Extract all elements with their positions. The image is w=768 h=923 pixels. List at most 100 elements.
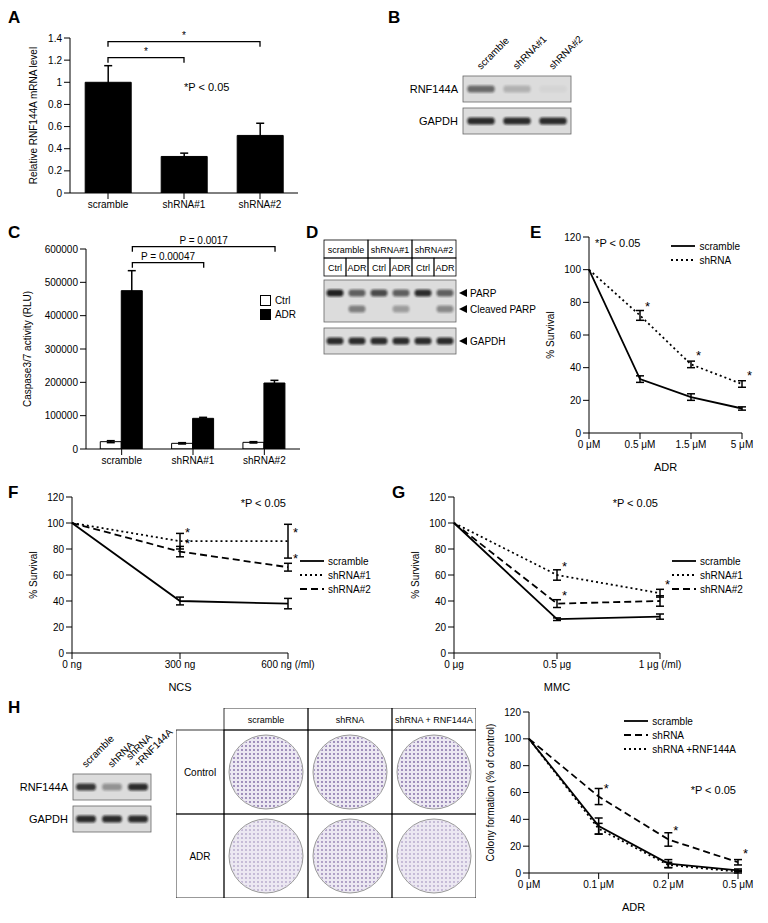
svg-text:0: 0 <box>56 188 62 199</box>
svg-text:GAPDH: GAPDH <box>29 813 68 825</box>
svg-text:ADR: ADR <box>189 851 210 862</box>
svg-text:300 ng: 300 ng <box>165 659 196 670</box>
svg-text:*: * <box>293 551 298 566</box>
svg-text:100: 100 <box>47 518 64 529</box>
svg-text:PARP: PARP <box>470 288 497 299</box>
svg-text:*: * <box>604 781 609 796</box>
svg-text:*: * <box>185 536 190 551</box>
svg-text:scramble: scramble <box>475 35 512 72</box>
svg-text:0.5 μg: 0.5 μg <box>543 659 571 670</box>
svg-text:shRNA: shRNA <box>336 715 365 725</box>
svg-text:20: 20 <box>53 622 65 633</box>
svg-text:1: 1 <box>56 77 62 88</box>
svg-text:100: 100 <box>429 518 446 529</box>
svg-text:Ctrl: Ctrl <box>328 263 342 273</box>
svg-text:ADR: ADR <box>435 263 455 273</box>
svg-text:300000: 300000 <box>45 344 79 355</box>
svg-text:scramble: scramble <box>101 455 142 466</box>
svg-text:ADR: ADR <box>654 461 677 473</box>
svg-text:ADR: ADR <box>391 263 411 273</box>
svg-text:20: 20 <box>570 395 582 406</box>
svg-text:0 μg: 0 μg <box>444 659 464 670</box>
svg-text:100: 100 <box>564 264 581 275</box>
svg-text:shRNA+RNF144A: shRNA+RNF144A <box>124 718 175 769</box>
svg-text:0.5 μM: 0.5 μM <box>625 439 656 450</box>
svg-text:shRNA#1: shRNA#1 <box>172 455 215 466</box>
svg-text:0: 0 <box>58 648 64 659</box>
svg-text:ADR: ADR <box>622 901 645 913</box>
svg-text:RNF144A: RNF144A <box>20 781 69 793</box>
svg-text:scramble: scramble <box>88 199 129 210</box>
svg-text:shRNA#2: shRNA#2 <box>547 33 585 71</box>
svg-text:120: 120 <box>504 707 521 718</box>
svg-text:*: * <box>144 46 148 57</box>
svg-text:Control: Control <box>184 767 216 778</box>
svg-text:120: 120 <box>429 492 446 503</box>
svg-text:40: 40 <box>435 596 447 607</box>
svg-text:*: * <box>562 588 567 603</box>
svg-text:scramble: scramble <box>328 245 365 255</box>
svg-text:GAPDH: GAPDH <box>470 336 506 347</box>
svg-text:*: * <box>696 348 701 363</box>
svg-text:% Survival: % Survival <box>28 551 39 598</box>
svg-text:*: * <box>743 846 748 861</box>
svg-text:shRNA#1: shRNA#1 <box>511 33 549 71</box>
svg-text:40: 40 <box>53 596 65 607</box>
svg-text:Caspase3/7 activity (RLU): Caspase3/7 activity (RLU) <box>22 291 33 407</box>
svg-text:60: 60 <box>570 330 582 341</box>
svg-text:Cleaved PARP: Cleaved PARP <box>470 304 536 315</box>
svg-text:100: 100 <box>504 733 521 744</box>
svg-text:Ctrl: Ctrl <box>372 263 386 273</box>
svg-text:*: * <box>673 823 678 838</box>
svg-text:120: 120 <box>47 492 64 503</box>
svg-text:*: * <box>562 559 567 574</box>
svg-text:80: 80 <box>435 544 447 555</box>
svg-text:0.2: 0.2 <box>48 165 62 176</box>
svg-text:20: 20 <box>435 622 447 633</box>
svg-text:60: 60 <box>510 787 522 798</box>
svg-text:Relative RNF144A mRNA level: Relative RNF144A mRNA level <box>28 47 39 184</box>
svg-text:% Survival: % Survival <box>410 551 421 598</box>
svg-text:1.2: 1.2 <box>48 55 62 66</box>
svg-text:0.2 μM: 0.2 μM <box>653 879 684 890</box>
svg-text:% Survival: % Survival <box>545 311 556 358</box>
svg-text:40: 40 <box>570 362 582 373</box>
svg-text:scramble: scramble <box>248 715 285 725</box>
svg-text:0: 0 <box>575 428 581 439</box>
svg-text:0.6: 0.6 <box>48 121 62 132</box>
svg-text:1.4: 1.4 <box>48 33 62 44</box>
svg-text:*: * <box>182 30 186 41</box>
svg-text:0: 0 <box>515 868 521 879</box>
svg-text:0.4: 0.4 <box>48 143 62 154</box>
svg-text:0 μM: 0 μM <box>578 439 600 450</box>
svg-text:GAPDH: GAPDH <box>419 115 458 127</box>
svg-text:80: 80 <box>510 760 522 771</box>
svg-text:P = 0.00047: P = 0.00047 <box>141 251 195 262</box>
svg-text:600000: 600000 <box>45 244 79 255</box>
svg-text:shRNA#1: shRNA#1 <box>371 245 410 255</box>
svg-text:shRNA#1: shRNA#1 <box>163 199 206 210</box>
svg-text:0: 0 <box>72 444 78 455</box>
svg-text:0.1 μM: 0.1 μM <box>583 879 614 890</box>
svg-text:*: * <box>645 299 650 314</box>
svg-text:600 ng (/ml): 600 ng (/ml) <box>261 659 314 670</box>
svg-text:100000: 100000 <box>45 410 79 421</box>
svg-text:80: 80 <box>53 544 65 555</box>
svg-text:Ctrl: Ctrl <box>416 263 430 273</box>
svg-text:Colony formation (% of control: Colony formation (% of control) <box>485 724 496 862</box>
svg-text:shRNA + RNF144A: shRNA + RNF144A <box>395 715 473 725</box>
svg-text:500000: 500000 <box>45 277 79 288</box>
svg-text:0 ng: 0 ng <box>62 659 81 670</box>
svg-text:P = 0.0017: P = 0.0017 <box>179 235 228 246</box>
svg-text:0.8: 0.8 <box>48 99 62 110</box>
svg-text:*: * <box>665 577 670 592</box>
svg-text:0: 0 <box>440 648 446 659</box>
svg-text:0 μM: 0 μM <box>518 879 540 890</box>
svg-text:RNF144A: RNF144A <box>410 83 459 95</box>
svg-text:400000: 400000 <box>45 310 79 321</box>
svg-text:200000: 200000 <box>45 377 79 388</box>
svg-text:*: * <box>747 368 752 383</box>
svg-text:40: 40 <box>510 814 522 825</box>
svg-text:0.5 μM: 0.5 μM <box>723 879 754 890</box>
svg-text:NCS: NCS <box>168 681 191 693</box>
